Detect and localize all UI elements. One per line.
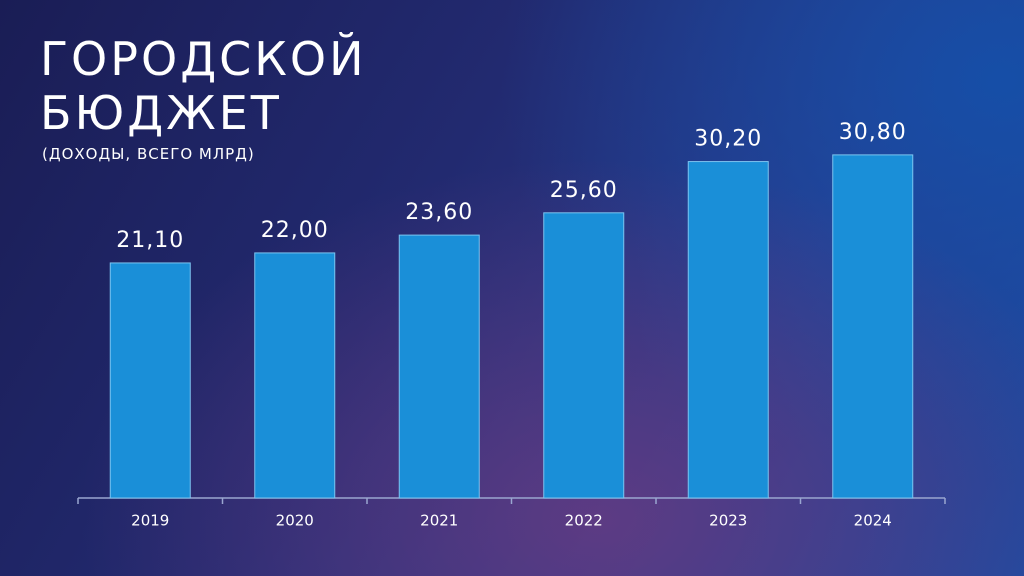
- x-tick-label: 2022: [565, 512, 603, 530]
- value-label: 30,80: [839, 120, 907, 145]
- x-tick-label: 2019: [131, 512, 169, 530]
- bar: [109, 262, 191, 499]
- x-tick-label: 2020: [276, 512, 314, 530]
- bar: [398, 234, 480, 499]
- x-tick-label: 2021: [420, 512, 458, 530]
- value-label: 23,60: [405, 200, 473, 225]
- bar: [687, 161, 769, 499]
- chart-title: ГОРОДСКОЙ БЮДЖЕТ: [40, 32, 367, 140]
- bar: [254, 252, 336, 499]
- value-label: 21,10: [116, 228, 184, 253]
- x-tick-label: 2023: [709, 512, 747, 530]
- x-tick-label: 2024: [854, 512, 892, 530]
- bar: [543, 212, 625, 499]
- value-label: 22,00: [261, 218, 329, 243]
- value-label: 30,20: [694, 127, 762, 152]
- value-label: 25,60: [550, 178, 618, 203]
- bar: [832, 154, 914, 499]
- chart-subtitle: (ДОХОДЫ, ВСЕГО МЛРД): [42, 145, 255, 163]
